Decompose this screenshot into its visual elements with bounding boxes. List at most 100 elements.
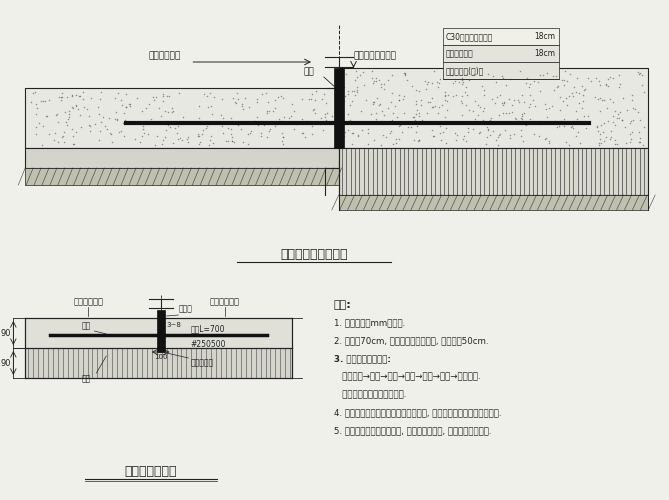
Point: [318, 126, 328, 134]
Point: [120, 104, 131, 112]
Point: [206, 102, 217, 110]
Point: [371, 77, 381, 85]
Point: [525, 80, 536, 88]
Point: [498, 101, 508, 109]
Point: [268, 107, 278, 115]
Point: [205, 136, 215, 144]
Point: [636, 72, 647, 80]
Point: [322, 110, 332, 118]
Point: [426, 94, 437, 102]
Point: [379, 85, 389, 93]
Point: [93, 136, 104, 143]
Point: [374, 102, 385, 110]
Point: [395, 120, 406, 128]
Point: [159, 132, 170, 140]
Point: [226, 130, 237, 138]
Point: [59, 128, 70, 136]
Point: [565, 70, 575, 78]
Point: [157, 140, 167, 148]
Point: [343, 90, 354, 98]
Point: [355, 106, 366, 114]
Point: [516, 115, 527, 123]
Point: [137, 132, 148, 140]
Point: [394, 96, 405, 104]
Point: [95, 118, 106, 126]
Point: [509, 96, 520, 104]
Point: [611, 114, 622, 122]
Point: [378, 130, 389, 138]
Point: [394, 96, 405, 104]
Point: [573, 99, 584, 107]
Point: [171, 129, 182, 137]
Point: [256, 90, 267, 98]
Point: [112, 116, 122, 124]
Point: [583, 74, 593, 82]
Point: [223, 124, 233, 132]
Point: [306, 130, 317, 138]
Point: [85, 122, 96, 130]
Point: [359, 81, 370, 89]
Point: [369, 76, 380, 84]
Point: [121, 103, 132, 111]
Point: [504, 94, 514, 102]
Point: [149, 96, 159, 104]
Point: [142, 130, 153, 138]
Point: [371, 74, 381, 82]
Point: [518, 108, 529, 116]
Point: [434, 103, 444, 111]
Point: [535, 71, 545, 79]
Point: [372, 94, 383, 102]
Point: [37, 122, 48, 130]
Point: [508, 130, 519, 138]
Point: [62, 94, 72, 102]
Point: [304, 96, 314, 104]
Point: [429, 132, 440, 140]
Point: [464, 106, 474, 114]
Point: [37, 97, 48, 105]
Point: [554, 122, 565, 130]
Point: [517, 112, 528, 120]
Point: [506, 108, 517, 116]
Point: [40, 97, 51, 105]
Point: [609, 106, 620, 114]
Point: [400, 71, 411, 79]
Point: [272, 94, 283, 102]
Point: [232, 90, 243, 98]
Point: [406, 122, 417, 130]
Point: [64, 112, 75, 120]
Point: [423, 78, 434, 86]
Point: [569, 82, 580, 90]
Point: [236, 125, 247, 133]
Point: [607, 118, 618, 126]
Point: [492, 141, 503, 149]
Point: [116, 100, 127, 108]
Point: [577, 82, 587, 90]
Point: [70, 128, 81, 136]
Point: [560, 67, 571, 75]
Point: [414, 109, 425, 117]
Point: [291, 118, 302, 126]
Text: 填缝料: 填缝料: [179, 304, 193, 313]
Point: [638, 88, 649, 96]
Point: [93, 103, 104, 111]
Point: [218, 130, 229, 138]
Point: [463, 124, 474, 132]
Point: [179, 118, 189, 126]
Point: [616, 116, 627, 124]
Point: [442, 91, 453, 99]
Point: [73, 105, 84, 113]
Point: [401, 76, 412, 84]
Point: [579, 86, 589, 94]
Point: [264, 107, 275, 115]
Point: [276, 117, 286, 125]
Point: [75, 92, 86, 100]
Point: [124, 102, 135, 110]
Point: [391, 139, 402, 147]
Point: [498, 74, 508, 82]
Point: [350, 76, 361, 84]
Point: [413, 112, 424, 120]
Point: [446, 70, 457, 78]
Point: [563, 92, 574, 100]
Point: [278, 140, 288, 148]
Text: 贫混凝土基层: 贫混凝土基层: [446, 49, 473, 58]
